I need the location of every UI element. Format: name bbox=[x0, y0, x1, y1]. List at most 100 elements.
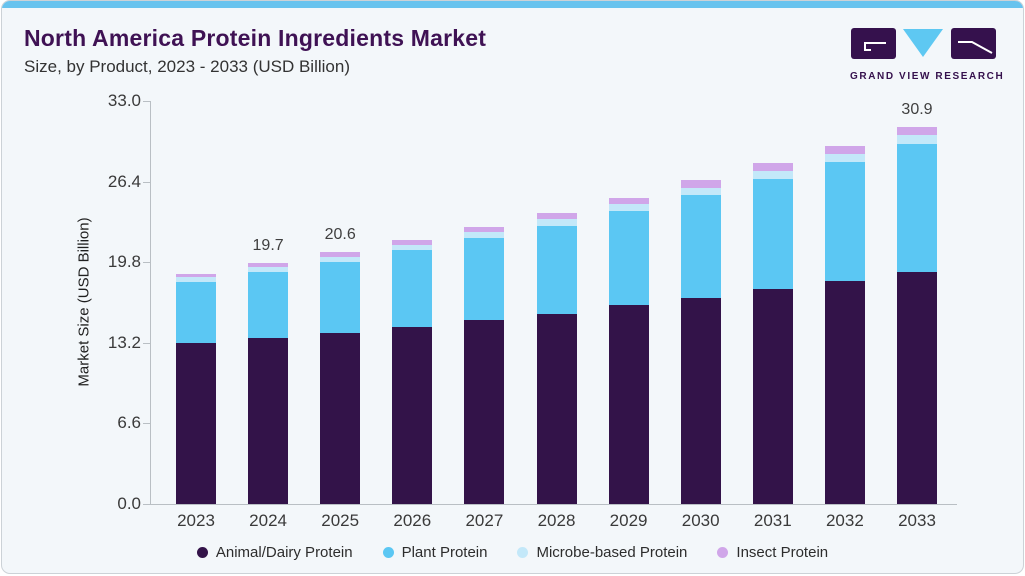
x-axis-label: 2028 bbox=[537, 511, 576, 530]
x-axis-label: 2029 bbox=[609, 511, 648, 530]
bar-segment bbox=[536, 213, 577, 219]
legend-label: Plant Protein bbox=[401, 544, 488, 561]
stacked-bar bbox=[680, 180, 721, 504]
bar-segment bbox=[464, 237, 505, 320]
y-axis-tick-label: 19.8 bbox=[107, 252, 141, 272]
y-axis-tick-mark bbox=[143, 101, 151, 102]
bar-segment bbox=[536, 218, 577, 226]
stacked-bar bbox=[392, 240, 433, 504]
x-axis-label: 2033 bbox=[898, 511, 936, 530]
stacked-bar bbox=[752, 163, 793, 504]
brand-logo: GRAND VIEW RESEARCH bbox=[850, 27, 1005, 82]
stacked-bar bbox=[608, 197, 649, 504]
bar-segment bbox=[752, 163, 793, 171]
bar-segment bbox=[752, 170, 793, 180]
bar-segment bbox=[897, 126, 937, 135]
page-title: North America Protein Ingredients Market bbox=[24, 25, 487, 51]
plot-area: 33.0 26.4 19.8 13.2 6.6 0.0 2023 2024 19.7 2025 20… bbox=[108, 91, 957, 530]
bar-segment bbox=[824, 162, 865, 281]
y-axis-tick-mark bbox=[143, 504, 151, 505]
legend-label: Microbe-based Protein bbox=[536, 544, 688, 561]
y-axis-tick-label: 0.0 bbox=[117, 494, 141, 513]
bar-segment bbox=[608, 197, 649, 204]
page-subtitle: Size, by Product, 2023 - 2033 (USD Billi… bbox=[24, 57, 350, 76]
y-axis-tick-mark bbox=[143, 423, 151, 425]
bar-segment bbox=[680, 195, 721, 298]
bar-value-label: 20.6 bbox=[324, 226, 356, 244]
y-axis-tick-mark bbox=[143, 181, 151, 183]
bar-segment bbox=[536, 225, 577, 314]
legend-item: Plant Protein bbox=[382, 544, 488, 561]
stacked-bar bbox=[536, 213, 577, 504]
top-accent-bar bbox=[2, 1, 1023, 8]
x-axis-label: 2032 bbox=[825, 511, 864, 530]
bar-segment bbox=[536, 313, 577, 504]
bar-segment bbox=[320, 262, 361, 334]
legend-label: Insect Protein bbox=[736, 544, 829, 561]
y-axis-tick-mark bbox=[143, 262, 151, 264]
x-axis-label: 2025 bbox=[321, 511, 360, 530]
bar-segment bbox=[320, 252, 361, 257]
stacked-bar bbox=[464, 226, 505, 504]
bar-segment bbox=[176, 342, 216, 504]
bar-segment bbox=[464, 231, 505, 238]
bar-segment bbox=[897, 134, 937, 144]
y-axis-tick-label: 13.2 bbox=[107, 332, 141, 352]
bar-segment bbox=[248, 263, 289, 268]
x-axis-label: 2026 bbox=[393, 511, 432, 530]
bar-segment bbox=[824, 145, 865, 154]
bar-value-label: 30.9 bbox=[901, 100, 933, 118]
bar-segment bbox=[608, 203, 649, 211]
legend-swatch-icon bbox=[517, 547, 529, 558]
bar-segment bbox=[680, 297, 721, 504]
bar-segment bbox=[176, 281, 216, 343]
bar-segment bbox=[752, 179, 793, 290]
bar-segment bbox=[464, 226, 505, 232]
gvr-logo-icon bbox=[851, 28, 996, 59]
x-axis-label: 2030 bbox=[681, 511, 720, 530]
bar-segment bbox=[824, 280, 865, 504]
legend-item: Microbe-based Protein bbox=[517, 544, 687, 561]
bar-segment bbox=[392, 240, 433, 245]
bar-segment bbox=[897, 271, 937, 504]
stacked-bar bbox=[248, 263, 289, 504]
bar-segment bbox=[680, 187, 721, 196]
bar-value-label: 19.7 bbox=[252, 237, 284, 255]
bar-segment bbox=[464, 319, 505, 504]
y-axis-tick-mark bbox=[143, 342, 151, 344]
stacked-bar bbox=[320, 252, 361, 504]
bar-segment bbox=[320, 256, 361, 263]
y-axis-title: Market Size (USD Billion) bbox=[75, 217, 93, 387]
bar-segment bbox=[897, 143, 937, 272]
x-axis-label: 2024 bbox=[249, 511, 287, 530]
bar-segment bbox=[608, 210, 649, 305]
legend-item: Animal/Dairy Protein bbox=[196, 544, 353, 561]
brand-name: GRAND VIEW RESEARCH bbox=[850, 71, 1005, 82]
y-axis-tick-label: 26.4 bbox=[107, 171, 141, 191]
legend-swatch-icon bbox=[717, 547, 729, 558]
x-axis-label: 2023 bbox=[177, 511, 215, 530]
bar-segment bbox=[824, 153, 865, 163]
bar-segment bbox=[608, 304, 649, 504]
bar-segment bbox=[248, 271, 289, 338]
x-axis-label: 2027 bbox=[465, 511, 504, 530]
bar-segment bbox=[248, 337, 289, 504]
bar-segment bbox=[752, 289, 793, 504]
stacked-bar bbox=[176, 274, 216, 504]
legend-label: Animal/Dairy Protein bbox=[215, 544, 353, 561]
bar-segment bbox=[176, 274, 216, 278]
bar-segment bbox=[176, 277, 216, 282]
x-axis-label: 2031 bbox=[753, 511, 792, 530]
bar-segment bbox=[392, 250, 433, 327]
legend-item: Insect Protein bbox=[717, 544, 828, 561]
bar-segment bbox=[392, 326, 433, 504]
bar-segment bbox=[680, 180, 721, 188]
bar-segment bbox=[320, 333, 361, 504]
y-axis-tick-label: 6.6 bbox=[117, 413, 141, 433]
legend-swatch-icon bbox=[196, 547, 208, 558]
chart-legend: Animal/Dairy Protein Plant Protein Microbe… bbox=[2, 544, 1023, 561]
bar-segment bbox=[392, 244, 433, 250]
y-axis-tick-label: 33.0 bbox=[107, 91, 141, 110]
legend-swatch-icon bbox=[382, 547, 394, 558]
